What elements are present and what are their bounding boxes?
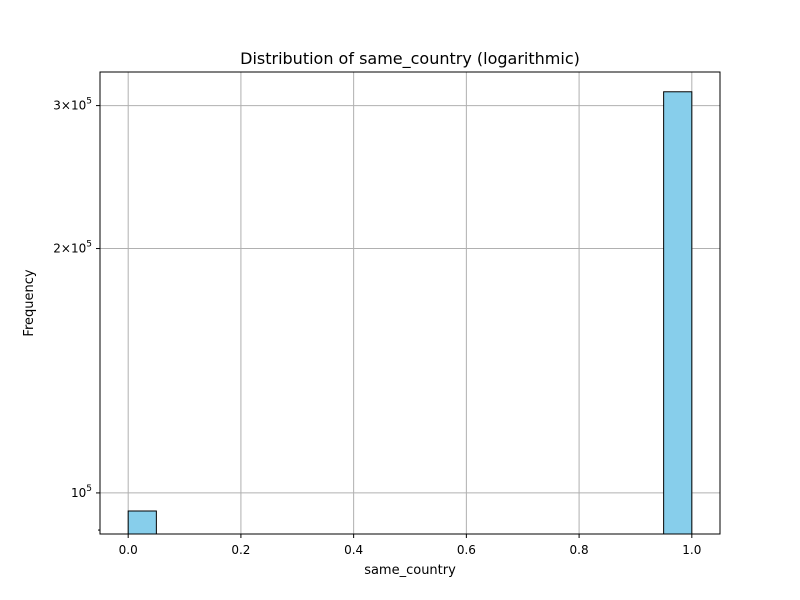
plot-area-frame (99, 71, 721, 535)
x-tick-label: 0.4 (344, 543, 363, 557)
x-tick-label: 0.8 (570, 543, 589, 557)
x-axis-ticks: 0.0 0.2 0.4 0.6 0.8 1.0 (119, 534, 701, 557)
histogram-bars (127, 91, 693, 535)
grid-lines (100, 72, 720, 534)
y-tick-label: 105 (71, 484, 92, 500)
histogram-bar (127, 510, 157, 535)
chart-title: Distribution of same_country (logarithmi… (240, 49, 580, 69)
y-axis-label: Frequency (22, 269, 37, 336)
x-tick-label: 0.0 (119, 543, 138, 557)
y-tick-label: 2×105 (53, 240, 92, 256)
x-tick-label: 0.6 (457, 543, 476, 557)
x-tick-label: 1.0 (682, 543, 701, 557)
histogram-bar (663, 91, 693, 535)
x-tick-label: 0.2 (231, 543, 250, 557)
y-axis-ticks: 105 2×105 3×105 (53, 97, 100, 531)
x-axis-label: same_country (364, 563, 456, 578)
y-tick-label: 3×105 (53, 97, 92, 113)
